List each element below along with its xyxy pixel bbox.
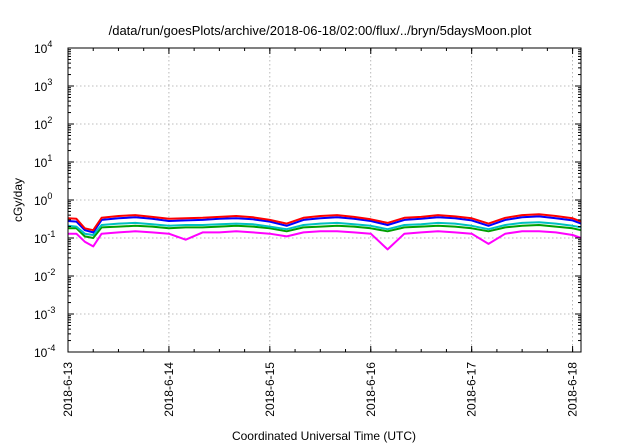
- y-tick-label: 101: [34, 153, 52, 170]
- y-axis-label: cGy/day: [11, 178, 25, 222]
- series-line: [67, 215, 582, 234]
- x-tick-label: 2018-6-18: [566, 362, 580, 417]
- x-axis-label: Coordinated Universal Time (UTC): [232, 429, 416, 443]
- series-line: [67, 221, 582, 236]
- y-tick-label: 10-2: [34, 267, 55, 284]
- y-tick-label: 100: [34, 191, 52, 208]
- ticks: 10-4 10-3 10-2 10-1 100 101 102 103 104 2018-6-13…: [34, 39, 581, 417]
- series-line: [67, 213, 582, 232]
- x-tick-label: 2018-6-16: [364, 362, 378, 417]
- y-tick-label: 104: [34, 39, 52, 56]
- series-line: [68, 224, 582, 239]
- x-tick-label: 2018-6-15: [263, 362, 277, 417]
- chart-title: /data/run/goesPlots/archive/2018-06-18/0…: [109, 23, 532, 38]
- x-tick-label: 2018-6-13: [61, 362, 75, 417]
- series-layer: [67, 213, 582, 251]
- series-line: [68, 230, 582, 251]
- x-tick-label: 2018-6-14: [162, 362, 176, 417]
- grid: [68, 48, 581, 352]
- y-tick-label: 10-3: [34, 305, 55, 322]
- y-tick-label: 103: [34, 77, 52, 94]
- x-tick-label: 2018-6-17: [465, 362, 479, 417]
- y-tick-label: 10-1: [34, 229, 55, 246]
- y-tick-label: 10-4: [34, 343, 55, 360]
- y-tick-label: 102: [34, 115, 52, 132]
